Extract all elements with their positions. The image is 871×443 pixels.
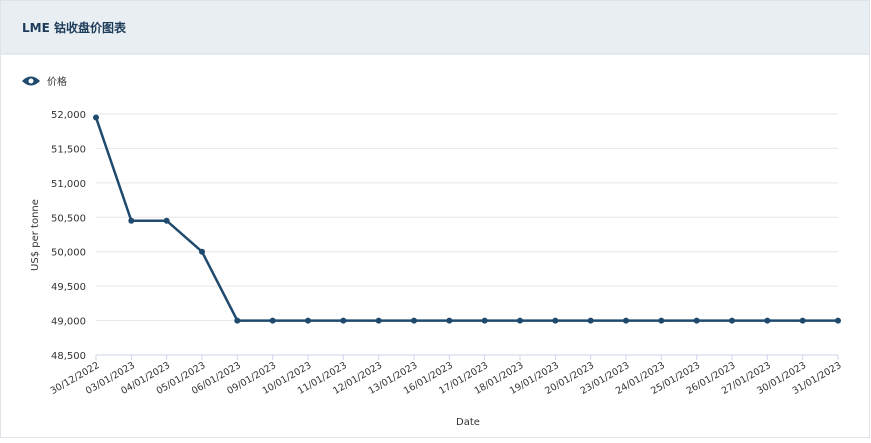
data-point: [552, 317, 559, 324]
data-point: [587, 317, 594, 324]
data-point: [411, 317, 417, 324]
y-tick-label: 49,000: [51, 317, 86, 328]
y-tick-label: 51,000: [51, 179, 86, 190]
y-tick-label: 48,500: [51, 351, 86, 362]
data-point: [517, 317, 523, 324]
data-point: [481, 317, 488, 324]
y-tick-label: 50,000: [51, 248, 86, 259]
y-tick-label: 49,500: [51, 282, 86, 293]
legend-label: 价格: [47, 75, 67, 88]
data-point: [799, 317, 806, 324]
y-tick-label: 50,500: [51, 213, 86, 224]
series-line: [94, 117, 838, 322]
data-point: [693, 317, 700, 324]
chart-title: LME 钴收盘价图表: [22, 20, 127, 35]
legend-item[interactable]: 价格: [22, 75, 67, 88]
data-point: [199, 248, 205, 255]
data-point: [163, 217, 170, 224]
data-point: [234, 317, 241, 324]
data-point: [623, 317, 629, 324]
y-axis-title: US$ per tonne: [30, 199, 41, 271]
data-point: [128, 217, 135, 224]
y-tick-label: 51,500: [51, 144, 86, 155]
legend-eye-pupil: [28, 78, 34, 84]
y-tick-label: 52,000: [51, 110, 86, 121]
data-point: [729, 317, 735, 324]
data-point: [269, 317, 276, 324]
data-point: [446, 317, 453, 324]
data-point: [375, 317, 382, 324]
data-point: [764, 317, 771, 324]
data-point: [340, 317, 347, 324]
data-point: [305, 317, 311, 324]
card-header: [1, 1, 869, 54]
data-point: [835, 317, 841, 324]
x-axis-title: Date: [456, 417, 480, 428]
data-point: [658, 317, 665, 324]
data-point: [93, 114, 99, 121]
